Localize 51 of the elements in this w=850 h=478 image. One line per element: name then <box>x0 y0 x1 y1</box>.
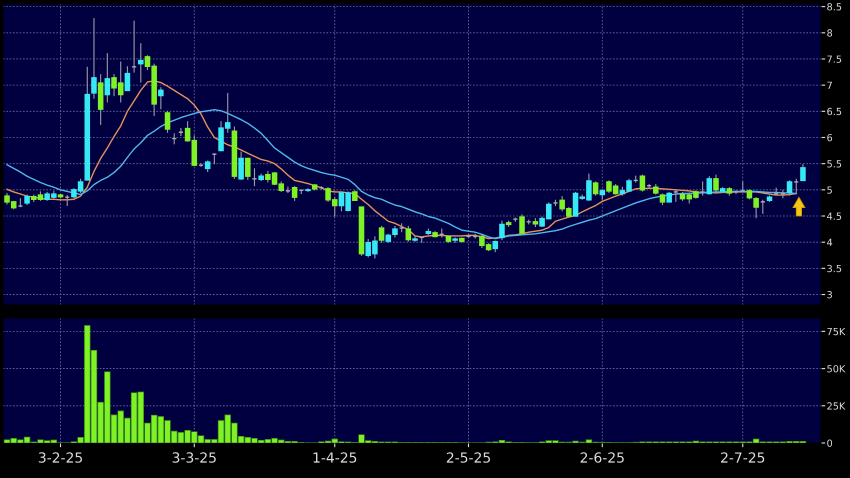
y-tick-label: 50K <box>827 365 846 372</box>
y-tick-label: 3 <box>827 291 832 298</box>
candlestick <box>138 43 144 83</box>
candlestick <box>164 110 170 133</box>
y-tick-label: 7.5 <box>827 56 842 63</box>
candlestick <box>666 192 672 203</box>
y-tick-label: 4 <box>827 238 832 246</box>
candlestick <box>24 194 30 206</box>
y-tick-label: 7 <box>827 82 832 89</box>
candlestick <box>245 158 251 180</box>
y-tick-label: 5.5 <box>827 160 842 168</box>
x-tick-label: 2-6-25 <box>580 452 624 463</box>
candlestick <box>378 226 384 243</box>
candlestick <box>713 174 719 194</box>
candlestick <box>499 220 505 240</box>
x-tick-label: 3-2-25 <box>38 452 82 463</box>
x-tick-label: 2-7-25 <box>721 452 764 463</box>
candlestick <box>492 240 498 252</box>
candlestick <box>660 193 666 206</box>
y-tick-label: 25K <box>827 402 846 410</box>
candlestick <box>406 226 412 242</box>
candlestick <box>104 53 110 102</box>
candlestick <box>592 181 598 196</box>
y-tick-label: 6.5 <box>827 108 842 116</box>
y-tick-label: 0 <box>827 439 832 447</box>
candlestick <box>653 184 659 195</box>
y-tick-label: 5 <box>827 186 832 194</box>
candlestick <box>800 164 806 182</box>
line-series <box>6 80 797 240</box>
candlestick <box>786 180 792 196</box>
candlestick <box>91 18 97 99</box>
y-tick-label: 8.5 <box>827 3 842 10</box>
line-series <box>6 109 797 240</box>
x-tick-label: 1-4-25 <box>314 452 356 463</box>
y-tick-label: 75K <box>827 328 846 336</box>
candlestick <box>352 190 358 201</box>
candlestick <box>600 189 606 200</box>
candlestick <box>640 174 646 192</box>
candlestick <box>204 160 210 172</box>
y-tick-label: 8 <box>827 29 832 37</box>
candlestick <box>158 87 164 110</box>
y-tick-label: 3.5 <box>827 264 842 272</box>
candlestick <box>519 214 525 235</box>
candlestick <box>292 186 298 201</box>
x-tick-label: 3-3-25 <box>172 452 216 463</box>
candlestick <box>124 66 130 92</box>
x-tick-label: 2-5-25 <box>446 452 490 463</box>
candlestick <box>238 152 244 180</box>
y-tick-label: 4.5 <box>827 212 842 220</box>
y-tick-label: 6 <box>827 134 832 142</box>
candlestick <box>706 176 712 195</box>
